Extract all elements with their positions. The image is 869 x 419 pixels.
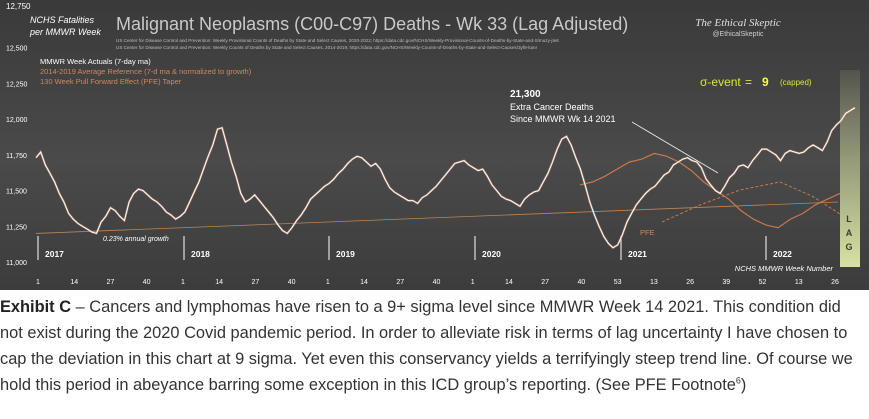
lag-band bbox=[840, 70, 860, 267]
sigma-value: 9 bbox=[762, 75, 769, 89]
growth-trend-line bbox=[35, 201, 839, 234]
xtick-label: 52 bbox=[759, 279, 767, 286]
xtick-label: 14 bbox=[505, 279, 513, 286]
caption: Exhibit C – Cancers and lymphomas have r… bbox=[0, 294, 862, 398]
annotation-pointer bbox=[631, 121, 719, 174]
reference-series-line bbox=[579, 152, 841, 229]
xtick-label: 40 bbox=[143, 279, 151, 286]
year-label: 2021 bbox=[628, 249, 647, 259]
ylabel-line1: NCHS Fatalities bbox=[30, 15, 95, 25]
xlabel: NCHS MMWR Week Number bbox=[735, 264, 834, 273]
year-label: 2017 bbox=[45, 249, 64, 259]
chart-title: Malignant Neoplasms (C00-C97) Deaths - W… bbox=[116, 14, 628, 34]
trend-label: 0.23% annual growth bbox=[103, 236, 169, 243]
sigma-prefix: σ-event bbox=[700, 75, 741, 89]
caption-label: Exhibit C bbox=[0, 298, 72, 316]
ytick-label: 12,500 bbox=[6, 46, 28, 53]
ytick-label: 11,500 bbox=[6, 189, 27, 196]
xtick-label: 26 bbox=[831, 279, 839, 286]
ylabel-line2: per MMWR Week bbox=[29, 27, 101, 37]
lag-letter-a: A bbox=[846, 228, 853, 238]
chart-panel: 12,500 12,250 12,000 11,750 11,500 11,250 11,0… bbox=[0, 0, 869, 290]
annotation-value: 21,300 bbox=[510, 89, 541, 100]
xtick-label: 27 bbox=[251, 279, 259, 286]
annotation-line2: Since MMWR Wk 14 2021 bbox=[510, 114, 616, 124]
year-label: 2018 bbox=[191, 249, 210, 259]
footnote-ref[interactable]: 6 bbox=[735, 375, 741, 386]
xtick-label: 40 bbox=[433, 279, 441, 286]
year-label: 2022 bbox=[773, 249, 792, 259]
chart-background bbox=[0, 0, 869, 290]
year-label: 2019 bbox=[336, 249, 355, 259]
legend-pfe: 130 Week Pull Forward Effect (PFE) Taper bbox=[40, 77, 182, 86]
ytick-label: 12,250 bbox=[6, 81, 28, 88]
ytick-label: 11,000 bbox=[6, 260, 27, 267]
legend-reference: 2014-2019 Average Reference (7-d ma & no… bbox=[40, 67, 252, 76]
caption-text: – Cancers and lymphomas have risen to a … bbox=[0, 298, 853, 394]
xtick-label: 1 bbox=[36, 279, 40, 286]
ytick-top: 12,750 bbox=[6, 2, 31, 11]
brand-handle: @EthicalSkeptic bbox=[712, 31, 764, 38]
xtick-label: 1 bbox=[471, 279, 475, 286]
xtick-label: 27 bbox=[107, 279, 115, 286]
xtick-label: 26 bbox=[686, 279, 694, 286]
xtick-label: 13 bbox=[650, 279, 658, 286]
sigma-note: (capped) bbox=[780, 78, 812, 87]
xtick-label: 39 bbox=[722, 279, 730, 286]
year-label: 2020 bbox=[482, 249, 501, 259]
xtick-label: 14 bbox=[215, 279, 223, 286]
xtick-label: 14 bbox=[360, 279, 368, 286]
chart: 12,500 12,250 12,000 11,750 11,500 11,250 11,0… bbox=[0, 0, 869, 290]
ytick-label: 12,000 bbox=[6, 117, 28, 124]
annotation-line1: Extra Cancer Deaths bbox=[510, 102, 594, 112]
xtick-label: 40 bbox=[578, 279, 586, 286]
xtick-label: 13 bbox=[795, 279, 803, 286]
caption-close: ) bbox=[740, 376, 747, 394]
sigma-eq: = bbox=[745, 75, 752, 89]
xtick-label: 53 bbox=[614, 279, 622, 286]
legend-actuals: MMWR Week Actuals (7-day ma) bbox=[40, 57, 151, 66]
xtick-label: 1 bbox=[181, 279, 185, 286]
source-line-2: US Center for Disease Control and Preven… bbox=[116, 45, 538, 50]
ytick-label: 11,250 bbox=[6, 224, 27, 231]
pfe-label: PFE bbox=[640, 228, 655, 237]
lag-letter-g: G bbox=[845, 242, 852, 252]
pfe-taper-line bbox=[661, 181, 841, 223]
actuals-series-line bbox=[35, 107, 856, 249]
source-line-1: US Center for Disease Control and Preven… bbox=[116, 38, 559, 43]
xtick-label: 14 bbox=[70, 279, 78, 286]
xtick-label: 1 bbox=[326, 279, 330, 286]
xtick-label: 27 bbox=[541, 279, 549, 286]
xtick-label: 27 bbox=[396, 279, 404, 286]
xtick-label: 40 bbox=[288, 279, 296, 286]
ytick-label: 11,750 bbox=[6, 153, 27, 160]
lag-letter-l: L bbox=[846, 214, 852, 224]
brand-name: The Ethical Skeptic bbox=[695, 17, 781, 29]
